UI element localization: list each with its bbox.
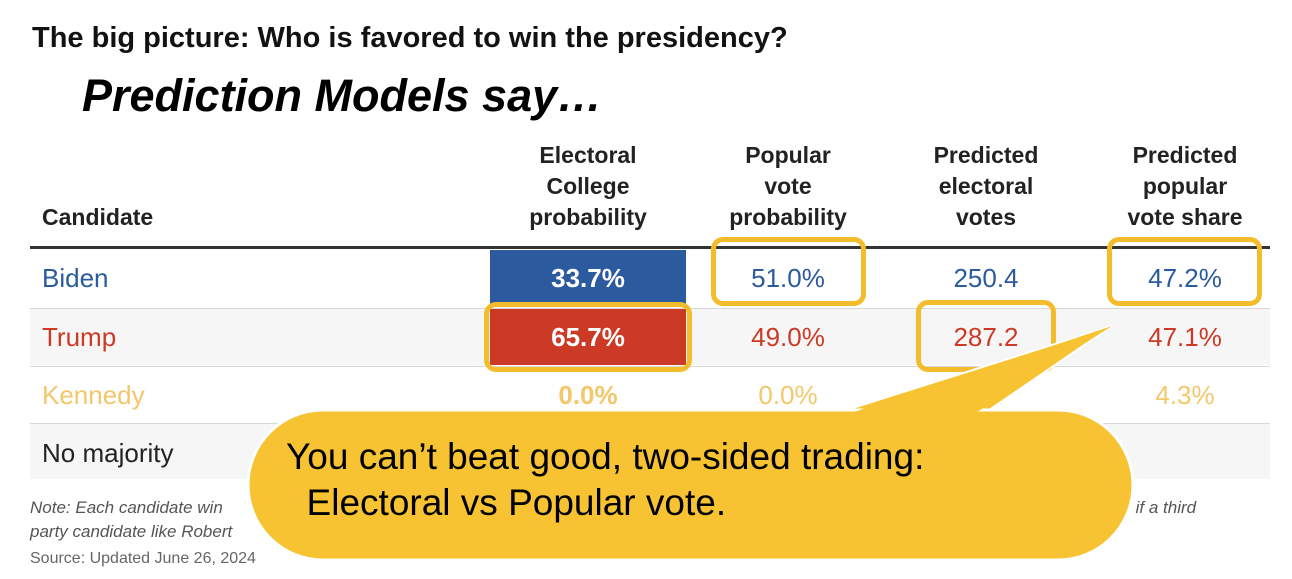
row-separator [30,308,1270,309]
footnote-line1-start: Note: Each candidate win [30,498,223,517]
column-header-ec-probability: Electoral College probability [529,142,647,230]
footnote-line1-end: en if a third [1112,498,1197,517]
footnote: Note: Each candidate win en if a third p… [30,496,1270,544]
column-header-predicted-ev: Predicted electoral votes [933,142,1039,230]
predicted-pv-trump: 47.1% [1148,322,1222,352]
ec-probability-kennedy: 0.0% [558,380,618,410]
predicted-ev-biden: 250.4 [953,263,1019,293]
footnote-line2-start: party candidate like Robert [30,522,233,541]
pv-probability-kennedy: 0.0% [758,380,818,410]
header-rule [30,246,1270,249]
page-title: The big picture: Who is favored to win t… [32,22,788,54]
pv-probability-trump: 49.0% [751,322,825,352]
candidate-name-biden: Biden [42,263,109,293]
candidate-name-kennedy: Kennedy [42,380,145,410]
highlight-box-pv-biden [711,237,866,306]
row-separator [30,423,1270,424]
highlight-box-ec-trump [484,302,692,372]
pv-probability-biden: 51.0% [751,263,825,293]
subtitle: Prediction Models say… [82,70,603,121]
ec-probability-trump: 65.7% [551,322,625,352]
column-header-candidate: Candidate [42,204,154,230]
ec-probability-fill-biden [490,250,686,306]
ec-probability-biden: 33.7% [551,263,625,293]
predicted-pv-kennedy: 4.3% [1155,380,1215,410]
predicted-pv-biden: 47.2% [1148,263,1222,293]
candidate-name-no-majority: No majority [42,438,174,468]
highlight-box-pv-share-biden [1107,237,1262,306]
ec-probability-fill-trump [490,309,686,365]
candidate-name-trump: Trump [42,322,117,352]
row-separator [30,366,1270,367]
predicted-ev-kennedy: 0.4 [967,380,1005,410]
callout-line1: You can’t beat good, two-sided trading: [286,436,925,477]
highlight-box-ev-trump [916,300,1056,372]
source-line: Source: Updated June 26, 2024 [30,550,256,567]
column-header-predicted-pv: Predicted popular vote share [1127,142,1243,230]
callout-line2: Electoral vs Popular vote. [286,482,727,523]
callout-text: You can’t beat good, two-sided trading: … [286,434,924,526]
column-header-pv-probability: Popular vote probability [729,142,847,230]
